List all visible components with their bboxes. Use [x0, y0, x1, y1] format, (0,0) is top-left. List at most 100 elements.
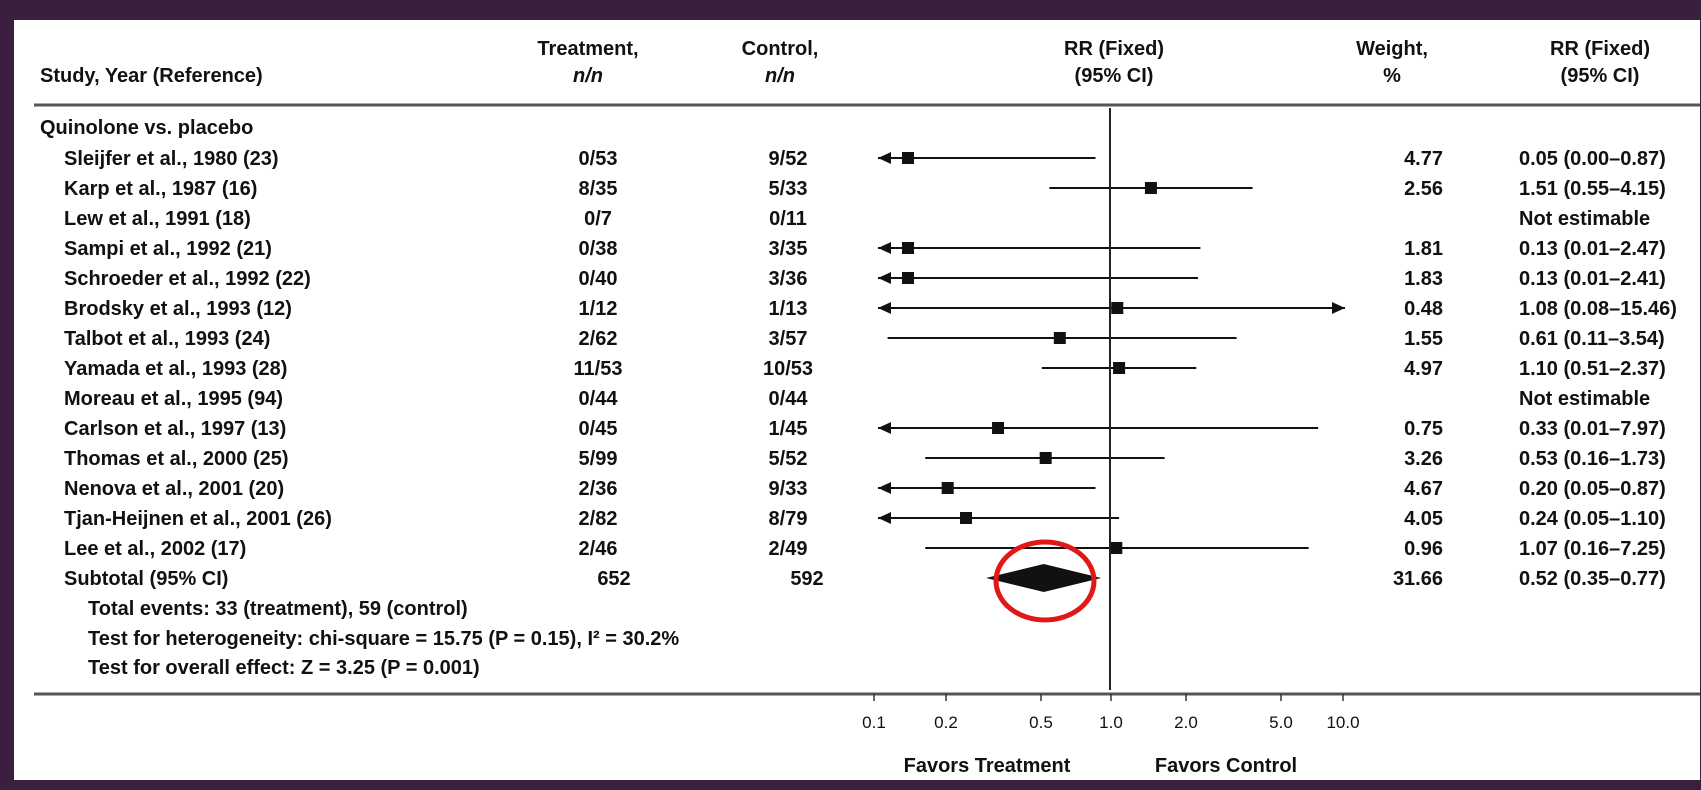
treatment-count: 0/38 — [579, 238, 618, 260]
header-treatment-unit: n/n — [573, 65, 603, 87]
weight-value: 4.67 — [1404, 478, 1443, 500]
frame-left — [0, 0, 14, 790]
favors-treatment-label: Favors Treatment — [904, 755, 1071, 777]
weight-value: 4.97 — [1404, 358, 1443, 380]
treatment-count: 2/46 — [579, 538, 618, 560]
study-label: Schroeder et al., 1992 (22) — [64, 268, 311, 290]
subtotal-control: 592 — [790, 568, 823, 590]
control-count: 8/79 — [769, 508, 808, 530]
treatment-count: 0/7 — [584, 208, 612, 230]
point-estimate — [1111, 302, 1124, 314]
x-tick-label: 0.1 — [862, 713, 886, 732]
study-label: Tjan-Heijnen et al., 2001 (26) — [64, 508, 332, 530]
frame-top — [0, 0, 1701, 20]
control-count: 5/52 — [769, 448, 808, 470]
weight-value: 2.56 — [1404, 178, 1443, 200]
footnote-overall-effect: Test for overall effect: Z = 3.25 (P = 0… — [88, 657, 480, 679]
study-label: Nenova et al., 2001 (20) — [64, 478, 284, 500]
weight-value: 0.96 — [1404, 538, 1443, 560]
rr-ci-text: 0.05 (0.00–0.87) — [1519, 148, 1666, 170]
favors-control-label: Favors Control — [1155, 755, 1297, 777]
control-count: 1/13 — [769, 298, 808, 320]
subtotal-diamond — [985, 564, 1102, 592]
treatment-count: 2/36 — [579, 478, 618, 500]
study-label: Thomas et al., 2000 (25) — [64, 448, 289, 470]
study-label: Yamada et al., 1993 (28) — [64, 358, 287, 380]
rr-ci-text: 0.33 (0.01–7.97) — [1519, 418, 1666, 440]
rr-ci-text: 0.13 (0.01–2.41) — [1519, 268, 1666, 290]
weight-value: 4.05 — [1404, 508, 1443, 530]
plot-background — [14, 20, 1700, 780]
x-tick-label: 10.0 — [1326, 713, 1359, 732]
weight-value: 1.55 — [1404, 328, 1443, 350]
treatment-count: 8/35 — [579, 178, 618, 200]
ci-arrow-left — [878, 272, 891, 284]
rr-ci-text: 0.20 (0.05–0.87) — [1519, 478, 1666, 500]
study-label: Sleijfer et al., 1980 (23) — [64, 148, 279, 170]
header-rr-text: RR (Fixed) — [1550, 38, 1650, 60]
study-label: Carlson et al., 1997 (13) — [64, 418, 286, 440]
table-header: Study, Year (Reference) Treatment, n/n C… — [40, 38, 1650, 87]
point-estimate — [1110, 542, 1123, 554]
header-control-unit: n/n — [765, 65, 795, 87]
control-count: 9/33 — [769, 478, 808, 500]
treatment-count: 1/12 — [579, 298, 618, 320]
point-estimate — [960, 512, 973, 524]
treatment-count: 0/45 — [579, 418, 618, 440]
control-count: 1/45 — [769, 418, 808, 440]
rr-ci-text: 1.07 (0.16–7.25) — [1519, 538, 1666, 560]
header-study: Study, Year (Reference) — [40, 65, 263, 87]
x-tick-label: 1.0 — [1099, 713, 1123, 732]
rr-ci-text: 1.51 (0.55–4.15) — [1519, 178, 1666, 200]
header-weight-unit: % — [1383, 65, 1401, 87]
study-label: Karp et al., 1987 (16) — [64, 178, 257, 200]
rr-ci-text: 0.61 (0.11–3.54) — [1519, 328, 1665, 350]
rr-ci-text: Not estimable — [1519, 388, 1650, 410]
study-rows: Sleijfer et al., 1980 (23) 0/53 9/52 4.77 0.… — [64, 148, 1677, 590]
weight-value: 0.48 — [1404, 298, 1443, 320]
rr-ci-text: 0.24 (0.05–1.10) — [1519, 508, 1666, 530]
point-estimate — [902, 242, 914, 254]
control-count: 9/52 — [769, 148, 808, 170]
ci-arrow-left — [878, 422, 891, 434]
point-estimate — [1144, 182, 1157, 194]
weight-value: 1.81 — [1404, 238, 1443, 260]
footnote-events: Total events: 33 (treatment), 59 (contro… — [88, 598, 468, 620]
control-count: 3/35 — [769, 238, 808, 260]
header-weight: Weight, — [1356, 38, 1428, 60]
frame-bottom — [0, 780, 1701, 790]
study-label: Talbot et al., 1993 (24) — [64, 328, 270, 350]
ci-arrow-left — [878, 302, 891, 314]
x-tick-label: 0.5 — [1029, 713, 1053, 732]
treatment-count: 0/53 — [579, 148, 618, 170]
treatment-count: 11/53 — [574, 358, 623, 380]
header-rr-plot: RR (Fixed) — [1064, 38, 1164, 60]
weight-value: 3.26 — [1404, 448, 1443, 470]
treatment-count: 2/62 — [579, 328, 618, 350]
rr-ci-text: 1.10 (0.51–2.37) — [1519, 358, 1666, 380]
study-label: Sampi et al., 1992 (21) — [64, 238, 272, 260]
weight-value: 0.75 — [1404, 418, 1443, 440]
point-estimate — [1039, 452, 1052, 464]
highlight-circle — [993, 539, 1097, 623]
header-control: Control, — [742, 38, 819, 60]
subtotal-label: Subtotal (95% CI) — [64, 568, 228, 590]
study-label: Lee et al., 2002 (17) — [64, 538, 246, 560]
weight-value: 4.77 — [1404, 148, 1443, 170]
treatment-count: 0/40 — [579, 268, 618, 290]
control-count: 0/11 — [769, 208, 807, 230]
treatment-count: 0/44 — [579, 388, 619, 410]
weight-value: 1.83 — [1404, 268, 1443, 290]
study-label: Moreau et al., 1995 (94) — [64, 388, 283, 410]
control-count: 3/57 — [769, 328, 808, 350]
control-count: 3/36 — [769, 268, 808, 290]
footnote-heterogeneity: Test for heterogeneity: chi-square = 15.… — [88, 628, 679, 650]
favors-labels: Favors Treatment Favors Control — [904, 755, 1297, 777]
rr-ci-text: 0.53 (0.16–1.73) — [1519, 448, 1666, 470]
header-rr-plot-ci: (95% CI) — [1075, 65, 1154, 87]
ci-arrow-right — [1332, 302, 1345, 314]
effect-marks — [878, 152, 1345, 592]
point-estimate — [941, 482, 954, 494]
point-estimate — [902, 272, 914, 284]
